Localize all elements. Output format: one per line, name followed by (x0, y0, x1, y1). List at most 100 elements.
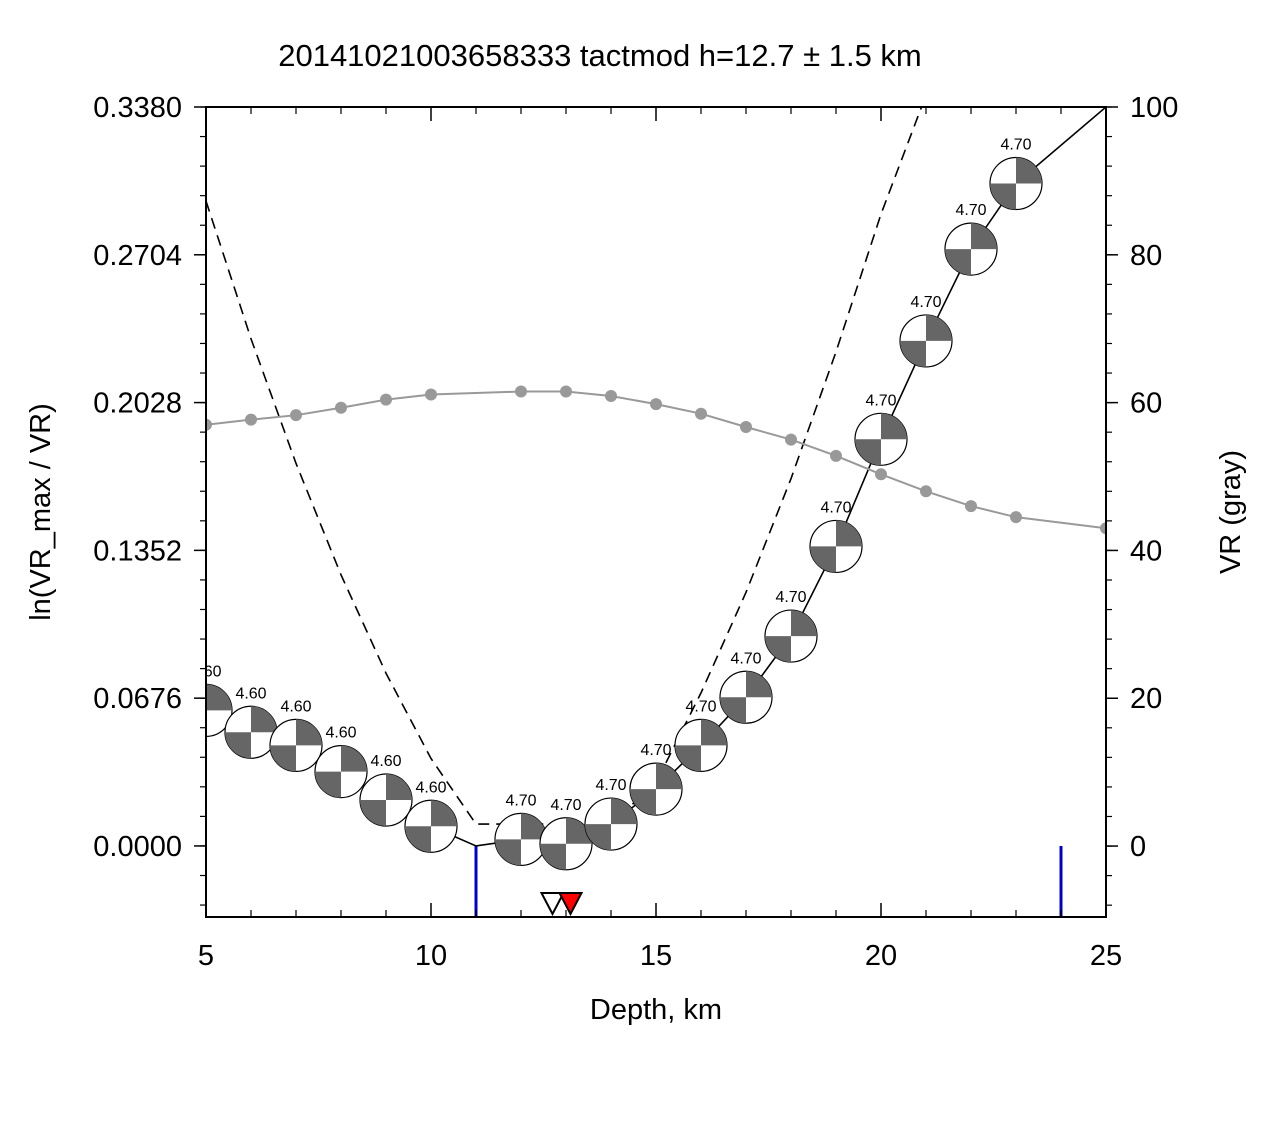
beachball-quadrant (701, 719, 727, 746)
beachball-quadrant (270, 745, 296, 772)
beachball: 4.70 (809, 499, 863, 574)
magnitude-label: 4.70 (685, 698, 716, 715)
beachball: 4.60 (224, 685, 278, 759)
beachball-quadrant (765, 636, 791, 663)
magnitude-label: 4.70 (595, 777, 626, 794)
beachball-quadrant (746, 671, 772, 698)
beachball-quadrant (675, 745, 701, 772)
beachball-quadrant (855, 439, 881, 466)
magnitude-label: 4.70 (505, 792, 536, 809)
magnitude-label: 4.60 (235, 685, 266, 702)
y-tick-label-left: 0.0676 (93, 683, 182, 715)
y-tick-label-left: 0.3380 (93, 92, 182, 124)
vr-point (740, 421, 752, 434)
beachball-quadrant (431, 800, 457, 827)
y-tick-label-right: 80 (1130, 240, 1162, 272)
beachball-quadrant (945, 249, 971, 276)
vr-point (605, 389, 617, 402)
vr-point (560, 385, 572, 398)
vr-point (920, 485, 932, 498)
magnitude-label: 4.70 (640, 742, 671, 759)
magnitude-label: 4.60 (190, 663, 221, 680)
magnitude-label: 4.60 (415, 779, 446, 796)
beachball: 4.70 (764, 589, 818, 663)
magnitude-label: 4.70 (775, 589, 806, 606)
beachball-quadrant (630, 789, 656, 816)
y-tick-label-right: 100 (1130, 92, 1178, 124)
magnitude-label: 4.70 (865, 392, 896, 409)
beachball-quadrant (971, 223, 997, 250)
magnitude-label: 4.70 (550, 797, 581, 814)
beachball: 4.70 (494, 792, 548, 866)
magnitude-label: 4.60 (280, 698, 311, 715)
x-axis-label: Depth, km (590, 994, 722, 1026)
misfit-parabola-line (206, 107, 923, 825)
best-depth-triangle (539, 892, 566, 917)
beachball: 4.60 (359, 753, 413, 827)
x-tick-label: 5 (198, 940, 214, 972)
x-tick-label: 10 (415, 940, 447, 972)
y-axis-label-right: VR (gray) (1215, 450, 1247, 574)
vr-point (380, 393, 392, 406)
y-axis-label-left: ln(VR_max / VR) (25, 403, 57, 621)
y-tick-label-right: 40 (1130, 535, 1162, 567)
beachball-quadrant (180, 710, 206, 736)
x-tick-label: 15 (640, 940, 672, 972)
beachball-quadrant (296, 719, 322, 746)
beachball: 4.60 (269, 698, 323, 772)
y-tick-label-left: 0.2704 (93, 240, 182, 272)
beachball-quadrant (791, 610, 817, 637)
y-tick-label-left: 0.1352 (93, 535, 182, 567)
vr-point (1010, 511, 1022, 524)
beachball-quadrant (225, 732, 251, 759)
beachball: 4.70 (944, 202, 998, 276)
beachball-quadrant (206, 684, 232, 711)
y-tick-label-right: 0 (1130, 831, 1146, 863)
chart-title: 20141021003658333 tactmod h=12.7 ± 1.5 k… (278, 38, 922, 73)
y-tick-label-left: 0.2028 (93, 388, 182, 420)
beachball: 4.70 (674, 698, 728, 772)
beachball-quadrant (495, 839, 521, 866)
vr-point (965, 500, 977, 513)
vr-point (515, 385, 527, 398)
beachball-quadrant (585, 824, 611, 851)
beachball-quadrant (315, 771, 341, 798)
beachball-quadrant (720, 697, 746, 724)
magnitude-label: 4.70 (1000, 137, 1031, 154)
beachball: 4.60 (180, 663, 233, 737)
best-depth-triangle (557, 892, 584, 917)
beachball: 4.70 (899, 294, 953, 368)
y-tick-label-right: 20 (1130, 683, 1162, 715)
beachball-quadrant (540, 843, 566, 870)
beachball: 4.70 (719, 650, 773, 724)
beachball: 4.70 (539, 797, 593, 871)
magnitude-label: 4.70 (910, 294, 941, 311)
magnitude-label: 4.70 (955, 202, 986, 219)
beachball: 4.70 (854, 392, 908, 466)
magnitude-label: 4.70 (820, 499, 851, 516)
vr-point (830, 449, 842, 462)
beachball-quadrant (386, 774, 412, 801)
beachball-quadrant (566, 817, 592, 844)
beachball-quadrant (656, 763, 682, 790)
vr-point (335, 401, 347, 414)
vr-point (425, 388, 437, 401)
vr-point (785, 433, 797, 446)
x-tick-label: 25 (1090, 940, 1122, 972)
beachball-quadrant (990, 183, 1016, 210)
beachball-quadrant (900, 340, 926, 367)
vr-point (650, 398, 662, 411)
vr-point (206, 418, 212, 431)
y-tick-label-right: 60 (1130, 388, 1162, 420)
vr-point (245, 413, 257, 426)
beachball-quadrant (360, 800, 386, 827)
magnitude-label: 4.60 (370, 753, 401, 770)
beachball-quadrant (341, 745, 367, 772)
beachball-quadrant (1016, 157, 1042, 184)
beachball: 4.60 (314, 725, 368, 799)
beachball-quadrant (521, 813, 547, 840)
beachball-quadrant (251, 706, 277, 733)
x-tick-label: 20 (865, 940, 897, 972)
beachball-quadrant (405, 826, 431, 853)
beachball-quadrant (611, 798, 637, 825)
